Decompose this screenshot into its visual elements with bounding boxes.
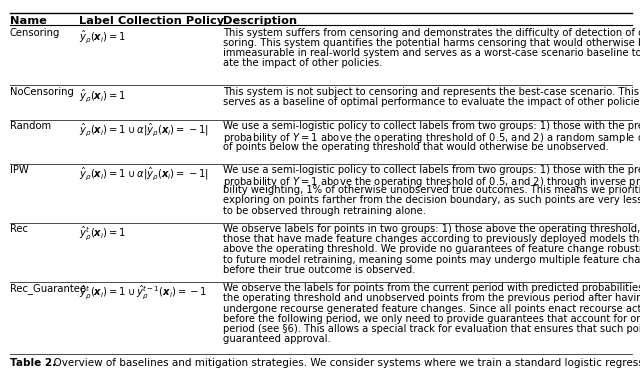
- Text: above the operating threshold. We provide no guarantees of feature change robust: above the operating threshold. We provid…: [223, 244, 640, 254]
- Text: to future model retraining, meaning some points may undergo multiple feature cha: to future model retraining, meaning some…: [223, 254, 640, 265]
- Text: those that have made feature changes according to previously deployed models tha: those that have made feature changes acc…: [223, 234, 640, 244]
- Text: exploring on points farther from the decision boundary, as such points are very : exploring on points farther from the dec…: [223, 195, 640, 205]
- Text: NoCensoring: NoCensoring: [10, 87, 74, 97]
- Text: $\hat{y}_\rho(\boldsymbol{x}_i) = 1$: $\hat{y}_\rho(\boldsymbol{x}_i) = 1$: [79, 28, 126, 45]
- Text: Description: Description: [223, 16, 297, 26]
- Text: Random: Random: [10, 121, 51, 131]
- Text: $\hat{y}^t_\rho(\boldsymbol{x}_i) = 1 \cup \hat{y}^{t-1}_\rho(\boldsymbol{x}_i) : $\hat{y}^t_\rho(\boldsymbol{x}_i) = 1 \c…: [79, 283, 207, 301]
- Text: We use a semi-logistic policy to collect labels from two groups: 1) those with t: We use a semi-logistic policy to collect…: [223, 165, 640, 175]
- Text: Rec: Rec: [10, 224, 28, 234]
- Text: $\hat{y}^t_\rho(\boldsymbol{x}_i) = 1$: $\hat{y}^t_\rho(\boldsymbol{x}_i) = 1$: [79, 224, 126, 242]
- Text: This system is not subject to censoring and represents the best-case scenario. T: This system is not subject to censoring …: [223, 87, 640, 97]
- Text: undergone recourse generated feature changes. Since all points enact recourse ac: undergone recourse generated feature cha…: [223, 303, 640, 314]
- Text: Table 2.: Table 2.: [10, 357, 56, 368]
- Text: Censoring: Censoring: [10, 28, 60, 38]
- Text: soring. This system quantifies the potential harms censoring that would otherwis: soring. This system quantifies the poten…: [223, 38, 640, 48]
- Text: We use a semi-logistic policy to collect labels from two groups: 1) those with t: We use a semi-logistic policy to collect…: [223, 121, 640, 131]
- Text: $\hat{y}_\rho(\boldsymbol{x}_i) = 1$: $\hat{y}_\rho(\boldsymbol{x}_i) = 1$: [79, 87, 126, 103]
- Text: immeasurable in real-world system and serves as a worst-case scenario baseline t: immeasurable in real-world system and se…: [223, 48, 640, 58]
- Text: serves as a baseline of optimal performance to evaluate the impact of other poli: serves as a baseline of optimal performa…: [223, 97, 640, 107]
- Text: Overview of baselines and mitigation strategies. We consider systems where we tr: Overview of baselines and mitigation str…: [47, 357, 640, 368]
- Text: bility weighting, 1% of otherwise unobserved true outcomes. This means we priori: bility weighting, 1% of otherwise unobse…: [223, 185, 640, 195]
- Text: $\hat{y}_\rho(\boldsymbol{x}_i) = 1 \cup \alpha|\hat{y}_\rho(\boldsymbol{x}_i) =: $\hat{y}_\rho(\boldsymbol{x}_i) = 1 \cup…: [79, 121, 209, 138]
- Text: IPW: IPW: [10, 165, 28, 175]
- Text: Name: Name: [10, 16, 47, 26]
- Text: before the following period, we only need to provide guarantees that account for: before the following period, we only nee…: [223, 314, 640, 324]
- Text: We observe the labels for points from the current period with predicted probabil: We observe the labels for points from th…: [223, 283, 640, 293]
- Text: Rec_Guarantee: Rec_Guarantee: [10, 283, 86, 294]
- Text: before their true outcome is observed.: before their true outcome is observed.: [223, 265, 415, 275]
- Text: probability of $Y = 1$ above the operating threshold of 0.5, and 2) through inve: probability of $Y = 1$ above the operati…: [223, 175, 640, 189]
- Text: probability of $Y = 1$ above the operating threshold of 0.5, and 2) a random sam: probability of $Y = 1$ above the operati…: [223, 131, 640, 145]
- Text: the operating threshold and unobserved points from the previous period after hav: the operating threshold and unobserved p…: [223, 293, 640, 303]
- Text: to be observed through retraining alone.: to be observed through retraining alone.: [223, 205, 426, 216]
- Text: We observe labels for points in two groups: 1) those above the operating thresho: We observe labels for points in two grou…: [223, 224, 640, 234]
- Text: This system suffers from censoring and demonstrates the difficulty of detection : This system suffers from censoring and d…: [223, 28, 640, 38]
- Text: guaranteed approval.: guaranteed approval.: [223, 334, 330, 344]
- Text: ate the impact of other policies.: ate the impact of other policies.: [223, 58, 382, 68]
- Text: period (see §6). This allows a special track for evaluation that ensures that su: period (see §6). This allows a special t…: [223, 324, 640, 334]
- Text: Label Collection Policy: Label Collection Policy: [79, 16, 223, 26]
- Text: of points below the operating threshold that would otherwise be unobserved.: of points below the operating threshold …: [223, 142, 609, 151]
- Text: $\hat{y}_\rho(\boldsymbol{x}_i) = 1 \cup \alpha|\hat{y}_\rho(\boldsymbol{x}_i) =: $\hat{y}_\rho(\boldsymbol{x}_i) = 1 \cup…: [79, 165, 209, 182]
